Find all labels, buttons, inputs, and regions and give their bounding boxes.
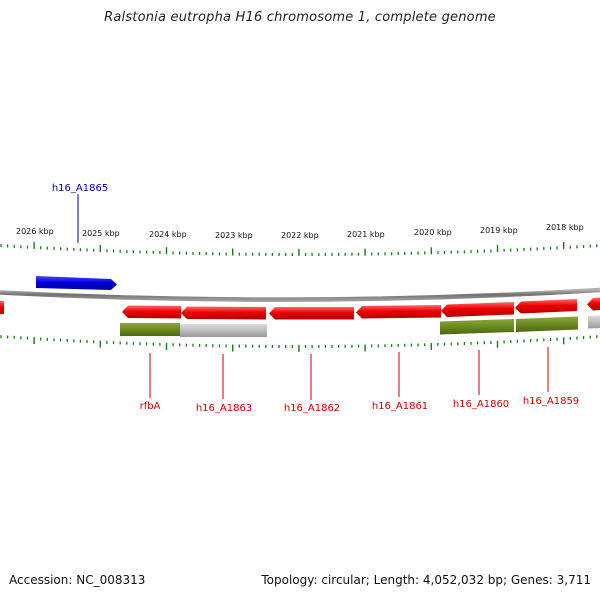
feature-bar-rfba[interactable] [120, 323, 180, 336]
ruler-label-2024: 2024 kbp [149, 230, 187, 239]
ruler-label-2021: 2021 kbp [347, 230, 385, 239]
ruler-ticks-inner [0, 335, 598, 352]
gene-label-h16-a1859[interactable]: h16_A1859 [523, 396, 579, 407]
feature-bar-h16-a1859[interactable] [516, 316, 578, 333]
accession-text: Accession: NC_008313 [9, 573, 146, 587]
gene-arrow-edge-left[interactable] [0, 301, 4, 314]
ruler-label-2019: 2019 kbp [480, 226, 518, 235]
gene-arrow-h16-a1859[interactable] [515, 299, 577, 314]
ruler-label-2020: 2020 kbp [414, 228, 452, 237]
gene-arrow-h16-a1861[interactable] [356, 305, 441, 319]
ruler-label-2026: 2026 kbp [16, 227, 54, 236]
ruler-label-2025: 2025 kbp [82, 229, 120, 238]
gene-arrow-edge-right[interactable] [587, 297, 600, 311]
ruler-labels: 2026 kbp 2025 kbp 2024 kbp 2023 kbp 2022… [16, 223, 584, 240]
gene-arrow-h16-a1860[interactable] [441, 302, 514, 317]
feature-bar-h16-a1863[interactable] [180, 324, 267, 337]
feature-bar-h16-a1860[interactable] [440, 319, 514, 335]
ruler-label-2023: 2023 kbp [215, 231, 253, 240]
gene-label-h16-a1861[interactable]: h16_A1861 [372, 401, 428, 412]
gene-arrow-h16-a1862[interactable] [269, 307, 354, 320]
feature-bars [120, 315, 600, 337]
chromosome-backbone [0, 287, 600, 302]
gene-label-h16-a1865[interactable]: h16_A1865 [52, 183, 108, 194]
gene-arrow-h16-a1865[interactable] [36, 276, 117, 290]
gene-label-h16-a1862[interactable]: h16_A1862 [284, 403, 340, 414]
genome-summary-text: Topology: circular; Length: 4,052,032 bp… [261, 573, 591, 587]
gene-label-h16-a1860[interactable]: h16_A1860 [453, 399, 509, 410]
ruler-ticks-outer [0, 241, 598, 256]
gene-label-h16-a1863[interactable]: h16_A1863 [196, 403, 252, 414]
reverse-gene-labels: rfbA h16_A1863 h16_A1862 h16_A1861 h16_A… [140, 347, 579, 414]
ruler-label-2018: 2018 kbp [546, 223, 584, 232]
gene-arrow-h16-a1863[interactable] [181, 306, 266, 320]
gene-arrow-rfba[interactable] [122, 305, 181, 319]
ruler-label-2022: 2022 kbp [281, 231, 319, 240]
gene-label-rfba[interactable]: rfbA [140, 401, 161, 412]
map-title: Ralstonia eutropha H16 chromosome 1, com… [104, 10, 496, 25]
feature-bar-edge-right[interactable] [588, 315, 600, 329]
